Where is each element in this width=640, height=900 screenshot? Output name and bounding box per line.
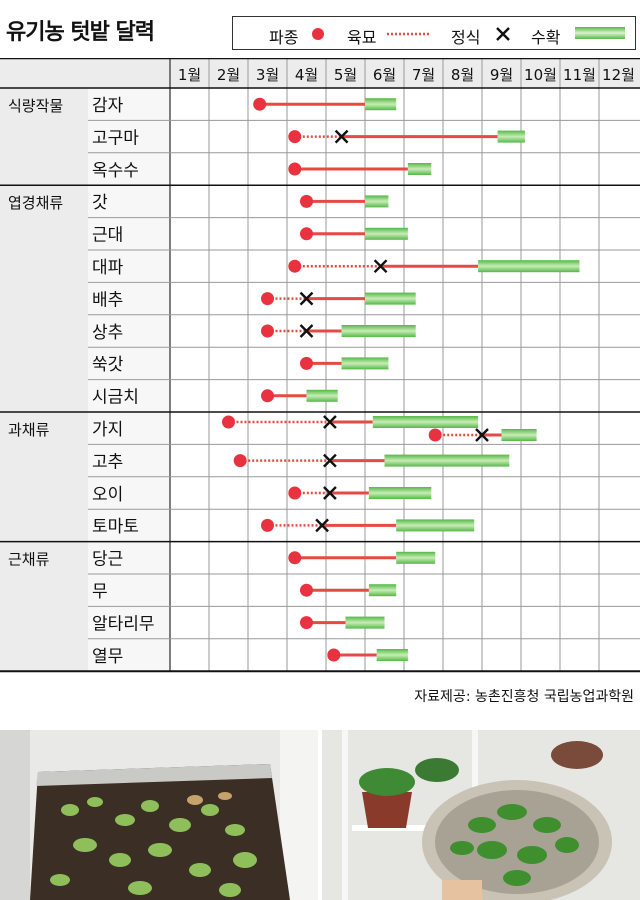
legend-seedling-line [387, 32, 431, 36]
month-tick-label: 10월 [524, 66, 557, 84]
crop-label: 무 [92, 582, 108, 602]
crop-label: 가지 [92, 420, 123, 440]
month-tick-label: 5월 [334, 66, 357, 84]
harvest-bar [501, 429, 537, 441]
legend-transplant-marker [496, 27, 510, 41]
sow-marker [300, 194, 313, 208]
harvest-bar [376, 649, 408, 661]
harvest-bar [396, 519, 475, 532]
harvest-colander-photo [322, 730, 640, 900]
harvest-bar [365, 98, 397, 111]
crop-label: 쑥갓 [92, 355, 124, 375]
group-label: 근채류 [8, 551, 50, 569]
month-tick-label: 7월 [412, 66, 435, 84]
month-tick-label: 8월 [451, 66, 474, 84]
crop-label: 옥수수 [92, 161, 139, 181]
transplant-marker [323, 453, 337, 468]
sow-marker [261, 518, 274, 532]
crop-label: 당근 [92, 550, 123, 570]
legend-seedling-label: 육묘 [347, 28, 377, 47]
sow-marker [288, 486, 302, 500]
sow-marker [300, 583, 313, 597]
harvest-bar [368, 584, 397, 597]
sow-marker [253, 97, 267, 111]
transplant-marker [334, 129, 349, 144]
sow-marker [261, 292, 274, 306]
transplant-marker [299, 291, 314, 306]
crop-label: 감자 [92, 96, 124, 116]
transplant-marker [475, 428, 489, 442]
sow-marker [261, 389, 274, 403]
harvest-bar [341, 357, 389, 370]
crop-label: 배추 [92, 290, 123, 310]
transplant-marker [373, 259, 388, 274]
harvest-bar [365, 292, 416, 305]
source-note: 자료제공: 농촌진흥청 국립농업과학원 [414, 689, 634, 705]
sow-marker [300, 227, 313, 241]
crop-label: 열무 [92, 647, 123, 667]
transplant-marker [315, 518, 329, 533]
month-tick-label: 11월 [563, 66, 596, 84]
group-column-band [0, 88, 88, 672]
harvest-bar [396, 551, 436, 564]
sow-marker [288, 130, 302, 144]
month-tick-label: 2월 [217, 66, 240, 84]
crop-label: 대파 [92, 258, 124, 278]
legend-sow-label: 파종 [269, 28, 299, 47]
month-tick-label: 4월 [295, 66, 318, 84]
month-tick-label: 9월 [490, 66, 513, 84]
harvest-bar [365, 195, 389, 208]
crop-label: 시금치 [92, 388, 139, 408]
harvest-bar [306, 389, 338, 402]
crop-label: 알타리무 [92, 614, 155, 634]
crop-label: 갓 [92, 193, 108, 213]
legend: 파종 육묘 정식 수확 [232, 16, 636, 50]
harvest-bar [407, 163, 432, 175]
sow-marker [261, 324, 274, 338]
legend-harvest-bar [575, 27, 625, 39]
month-tick-label: 1월 [178, 66, 201, 84]
harvest-bar [365, 227, 408, 240]
sow-marker [300, 616, 313, 630]
sow-marker [327, 648, 341, 662]
month-tick-label: 12월 [602, 66, 635, 84]
transplant-marker [299, 324, 314, 338]
sow-marker [300, 356, 313, 370]
sow-marker [288, 551, 302, 565]
group-label: 엽경채류 [8, 194, 63, 212]
group-label: 식량작물 [8, 97, 63, 115]
crop-label: 토마토 [92, 517, 139, 537]
sow-marker [288, 259, 302, 273]
month-tick-label: 3월 [256, 66, 279, 84]
crop-label: 근대 [92, 226, 123, 246]
transplant-marker [323, 486, 337, 500]
harvest-bar [345, 616, 385, 629]
harvest-bar [384, 454, 510, 467]
sow-marker [233, 454, 247, 468]
harvest-bar [497, 130, 525, 143]
header-band [0, 58, 640, 88]
sow-marker [288, 162, 302, 176]
garden-seedling-photo [0, 730, 318, 900]
harvest-bar [368, 487, 432, 499]
harvest-bar [372, 416, 479, 428]
group-label: 과채류 [8, 421, 50, 439]
legend-sow-marker [312, 28, 324, 40]
chart-title: 유기농 텃밭 달력 [6, 20, 155, 45]
sow-marker [428, 428, 442, 442]
legend-harvest-label: 수확 [531, 28, 561, 47]
month-tick-label: 6월 [373, 66, 396, 84]
harvest-bar [341, 325, 416, 337]
legend-transplant-label: 정식 [451, 28, 481, 47]
transplant-marker [323, 415, 337, 429]
crop-label: 상추 [92, 323, 123, 343]
crop-label: 오이 [92, 485, 123, 505]
harvest-bar [478, 260, 580, 273]
crop-label: 고구마 [92, 128, 139, 148]
crop-label: 고추 [92, 452, 123, 472]
sow-marker [222, 415, 235, 429]
